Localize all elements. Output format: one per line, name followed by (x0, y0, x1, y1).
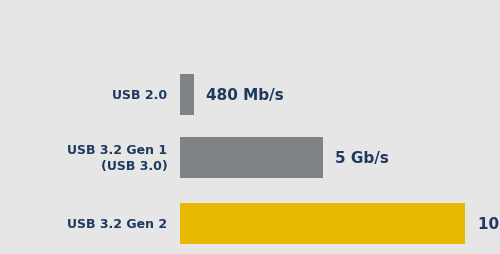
Text: 5 Gb/s: 5 Gb/s (335, 151, 389, 166)
Text: 10 Gb/s: 10 Gb/s (478, 216, 500, 231)
Text: USB 3.2 Gen 1
(USB 3.0): USB 3.2 Gen 1 (USB 3.0) (68, 144, 168, 172)
Text: USB 3.2 Gen 2: USB 3.2 Gen 2 (68, 217, 168, 230)
FancyBboxPatch shape (180, 138, 322, 179)
FancyBboxPatch shape (180, 74, 194, 115)
Text: 480 Mb/s: 480 Mb/s (206, 87, 284, 102)
Text: USB 2.0: USB 2.0 (112, 88, 168, 101)
FancyBboxPatch shape (180, 203, 465, 244)
